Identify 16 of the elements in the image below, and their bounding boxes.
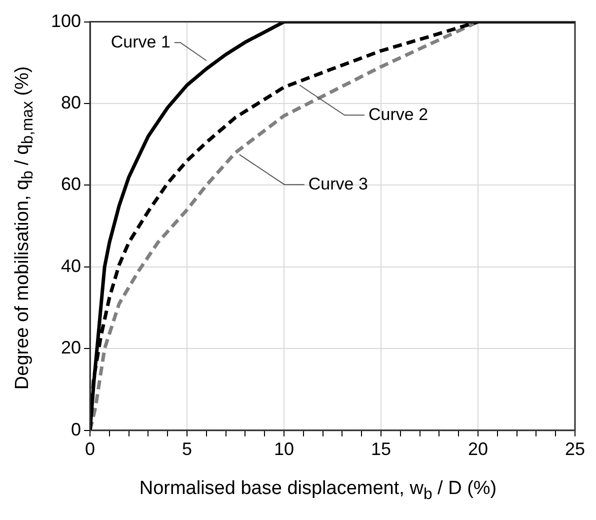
x-tick-label: 10 [274,439,294,460]
x-tick-label: 15 [370,439,392,460]
x-tick-label: 0 [85,439,96,460]
annotation: Curve 1 [110,32,170,52]
y-tick-label: 0 [71,419,82,440]
x-tick-label: 5 [182,439,192,460]
y-tick-label: 60 [61,174,82,194]
y-tick-label: 20 [61,338,82,358]
x-tick-label: 25 [564,439,586,460]
y-tick-label: 80 [61,92,82,112]
annotation: Curve 2 [368,104,428,124]
y-tick-label: 40 [61,256,82,276]
annotation: Curve 3 [308,174,368,194]
y-tick-label: 100 [50,10,82,31]
x-tick-label: 20 [468,439,488,460]
x-axis-title: Normalised base displacement, w$_{b}$ / D (%) [138,478,498,504]
